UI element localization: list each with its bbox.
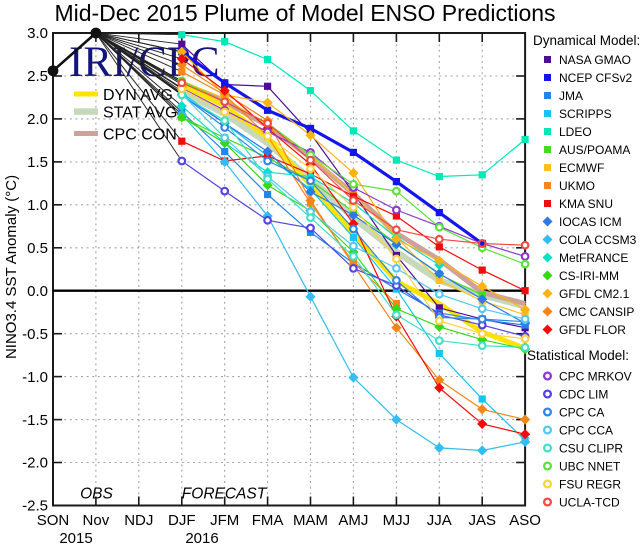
- svg-text:CPC CA: CPC CA: [559, 406, 604, 420]
- svg-text:2.5: 2.5: [27, 68, 48, 85]
- svg-text:MJJ: MJJ: [383, 512, 411, 529]
- svg-text:MAM: MAM: [293, 512, 328, 529]
- svg-text:2.0: 2.0: [27, 111, 48, 128]
- svg-text:OBS: OBS: [80, 486, 113, 503]
- svg-text:UBC NNET: UBC NNET: [559, 460, 621, 474]
- svg-text:1.0: 1.0: [27, 197, 48, 214]
- svg-text:CMC CANSIP: CMC CANSIP: [559, 305, 634, 319]
- svg-text:CPC MRKOV: CPC MRKOV: [559, 370, 632, 384]
- svg-text:STAT AVG: STAT AVG: [103, 104, 177, 121]
- svg-text:NCEP CFSv2: NCEP CFSv2: [559, 71, 632, 85]
- svg-text:JAS: JAS: [468, 512, 496, 529]
- svg-text:SCRIPPS: SCRIPPS: [559, 107, 612, 121]
- svg-text:-1.0: -1.0: [22, 369, 48, 386]
- svg-text:IOCAS ICM: IOCAS ICM: [559, 215, 622, 229]
- svg-text:CS-IRI-MM: CS-IRI-MM: [559, 269, 619, 283]
- svg-text:AMJ: AMJ: [338, 512, 368, 529]
- svg-text:NDJ: NDJ: [124, 512, 153, 529]
- svg-text:NINO3.4 SST Anomaly (°C): NINO3.4 SST Anomaly (°C): [3, 175, 20, 359]
- svg-text:FORECAST: FORECAST: [182, 486, 268, 503]
- svg-text:-2.5: -2.5: [22, 498, 48, 515]
- svg-text:3.0: 3.0: [27, 25, 48, 42]
- svg-text:DJF: DJF: [168, 512, 196, 529]
- svg-text:CSU CLIPR: CSU CLIPR: [559, 442, 623, 456]
- svg-text:JMA: JMA: [559, 89, 583, 103]
- svg-text:NASA GMAO: NASA GMAO: [559, 53, 631, 67]
- svg-text:ASO: ASO: [509, 512, 541, 529]
- svg-text:SON: SON: [37, 512, 70, 529]
- svg-text:CPC CON: CPC CON: [103, 127, 177, 144]
- svg-text:FMA: FMA: [252, 512, 284, 529]
- svg-text:2015: 2015: [59, 530, 92, 546]
- svg-text:Nov: Nov: [83, 512, 110, 529]
- svg-text:AUS/POAMA: AUS/POAMA: [559, 143, 630, 157]
- svg-text:COLA CCSM3: COLA CCSM3: [559, 233, 637, 247]
- svg-text:JJA: JJA: [427, 512, 452, 529]
- svg-text:UKMO: UKMO: [559, 179, 595, 193]
- svg-text:Statistical Model:: Statistical Model:: [527, 348, 629, 363]
- svg-text:-2.0: -2.0: [22, 455, 48, 472]
- svg-text:-1.5: -1.5: [22, 412, 48, 429]
- svg-text:JFM: JFM: [210, 512, 239, 529]
- svg-text:-0.5: -0.5: [22, 326, 48, 343]
- svg-text:MetFRANCE: MetFRANCE: [559, 251, 628, 265]
- svg-text:ECMWF: ECMWF: [559, 161, 604, 175]
- svg-text:LDEO: LDEO: [559, 125, 592, 139]
- svg-text:1.5: 1.5: [27, 154, 48, 171]
- svg-text:2016: 2016: [185, 530, 218, 546]
- svg-text:0.0: 0.0: [27, 283, 48, 300]
- svg-text:GFDL FLOR: GFDL FLOR: [559, 323, 626, 337]
- svg-text:Mid-Dec 2015 Plume of Model EN: Mid-Dec 2015 Plume of Model ENSO Predict…: [54, 0, 555, 26]
- svg-text:CPC CCA: CPC CCA: [559, 424, 613, 438]
- svg-text:0.5: 0.5: [27, 240, 48, 257]
- svg-text:UCLA-TCD: UCLA-TCD: [559, 496, 620, 510]
- svg-text:GFDL CM2.1: GFDL CM2.1: [559, 287, 630, 301]
- svg-text:Dynamical Model:: Dynamical Model:: [533, 33, 640, 48]
- svg-text:FSU REGR: FSU REGR: [559, 478, 621, 492]
- svg-text:CDC LIM: CDC LIM: [559, 388, 608, 402]
- svg-text:KMA SNU: KMA SNU: [559, 197, 613, 211]
